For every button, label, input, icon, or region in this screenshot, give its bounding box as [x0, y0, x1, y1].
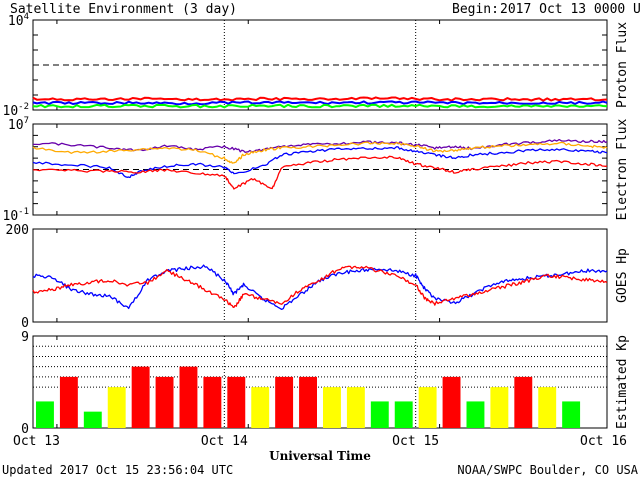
x-axis-tick-labels: Oct 13 Oct 14 Oct 15 Oct 16 [13, 434, 627, 449]
kp-bar [514, 376, 533, 428]
goes-hp-panel: 200 0 GOES Hp [6, 223, 630, 331]
x-tick-label: Oct 16 [580, 434, 627, 449]
electron-y-tick-label: 10-1 [3, 207, 30, 224]
x-tick-label: Oct 15 [392, 434, 439, 449]
kp-bar [490, 387, 509, 428]
kp-bar [299, 376, 317, 428]
kp-bar [442, 376, 461, 428]
proton-series-red [32, 96, 608, 102]
kp-bar [179, 366, 198, 428]
x-axis-title: Universal Time [269, 449, 371, 463]
electron-series-blue [32, 146, 608, 179]
kp-bar [251, 387, 270, 428]
kp-bar [83, 411, 102, 428]
kp-bar [346, 387, 365, 428]
x-tick-label: Oct 14 [201, 434, 248, 449]
goes_hp-y-tick-label: 200 [6, 223, 29, 238]
kp-bar [370, 401, 389, 428]
kp-bar [107, 387, 126, 428]
kp-bar [131, 366, 150, 428]
begin-label: Begin: [452, 2, 499, 17]
goes_hp-y-tick-label: 0 [21, 316, 29, 331]
goes_hp-series-blue [32, 264, 608, 311]
kp-bar [36, 401, 54, 428]
electron-flux-panel: 107 10-1 Electron Flux [3, 116, 631, 224]
chart-title: Satellite Environment (3 day) [10, 2, 237, 17]
begin-value: 2017 Oct 13 0000 UTC [500, 2, 640, 17]
kp-bar [323, 387, 341, 428]
credit-line: NOAA/SWPC Boulder, CO USA [457, 463, 638, 477]
kp-bar [275, 376, 294, 428]
kp-y-tick-label: 0 [21, 422, 29, 437]
kp-frame [32, 335, 608, 429]
estimated-kp-panel: 9 0 Estimated Kp [21, 330, 630, 437]
proton-series-blue [32, 100, 608, 106]
x-tick-label: Oct 13 [13, 434, 60, 449]
electron-y-tick-label: 107 [8, 116, 29, 133]
proton-flux-panel: 104 10-2 Proton Flux [3, 12, 631, 119]
updated-timestamp: Updated 2017 Oct 15 23:56:04 UTC [2, 463, 233, 477]
goes_hp-y-axis-title: GOES Hp [615, 248, 630, 303]
kp-bar [59, 376, 78, 428]
kp-y-tick-label: 9 [21, 330, 29, 345]
kp-bar [155, 376, 174, 428]
kp-bar [227, 376, 246, 428]
kp-bar [562, 401, 581, 428]
proton-series-green [32, 103, 608, 109]
electron-series-orange [32, 141, 608, 164]
proton-y-tick-label: 104 [8, 12, 29, 29]
proton-y-axis-title: Proton Flux [615, 22, 630, 108]
electron-frame [32, 123, 608, 216]
proton-y-tick-label: 10-2 [3, 102, 30, 119]
kp-bar [466, 401, 485, 428]
kp-y-axis-title: Estimated Kp [615, 335, 630, 429]
kp-bar [203, 376, 222, 428]
kp-bar [418, 387, 437, 428]
kp-bar [394, 401, 413, 428]
proton-frame [32, 19, 608, 111]
goes_hp-series-red [32, 265, 608, 309]
kp-bar [538, 387, 557, 428]
electron-series-red [33, 155, 608, 190]
goes_hp-frame [32, 228, 608, 323]
electron-y-axis-title: Electron Flux [615, 118, 630, 220]
